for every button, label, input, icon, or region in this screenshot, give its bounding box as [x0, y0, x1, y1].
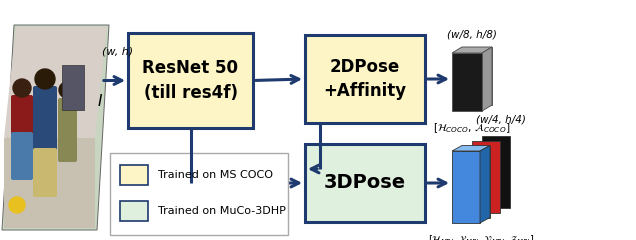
FancyBboxPatch shape	[120, 201, 148, 221]
Polygon shape	[482, 136, 510, 208]
Text: ResNet 50
(till res4f): ResNet 50 (till res4f)	[142, 59, 238, 102]
FancyBboxPatch shape	[33, 148, 57, 197]
FancyBboxPatch shape	[110, 153, 288, 235]
FancyBboxPatch shape	[58, 98, 77, 162]
Circle shape	[59, 82, 75, 98]
Text: (w/4, h/4): (w/4, h/4)	[476, 114, 526, 125]
Text: (w, h): (w, h)	[102, 47, 133, 57]
Polygon shape	[452, 47, 492, 53]
FancyBboxPatch shape	[33, 86, 57, 152]
FancyBboxPatch shape	[305, 144, 425, 222]
Circle shape	[9, 197, 25, 213]
Circle shape	[35, 69, 55, 89]
Polygon shape	[462, 146, 490, 218]
Text: 2DPose
+Affinity: 2DPose +Affinity	[324, 58, 406, 101]
Text: [$\mathcal{H}_{COCO}$, $\mathcal{A}_{COCO}$]: [$\mathcal{H}_{COCO}$, $\mathcal{A}_{COC…	[433, 121, 511, 135]
Polygon shape	[480, 145, 490, 223]
Text: 3DPose: 3DPose	[324, 174, 406, 192]
FancyBboxPatch shape	[128, 33, 253, 128]
Text: (w/8, h/8): (w/8, h/8)	[447, 29, 497, 39]
Polygon shape	[4, 138, 95, 228]
Polygon shape	[482, 47, 492, 111]
Circle shape	[13, 79, 31, 97]
Polygon shape	[462, 47, 492, 105]
FancyBboxPatch shape	[452, 53, 482, 111]
Text: [$\mathcal{H}_{MPI}$, $\mathcal{X}_{MPI}$, $\mathcal{Y}_{MPI}$, $\mathcal{Z}_{MP: [$\mathcal{H}_{MPI}$, $\mathcal{X}_{MPI}…	[428, 233, 534, 240]
FancyBboxPatch shape	[305, 35, 425, 123]
FancyBboxPatch shape	[11, 132, 33, 180]
FancyBboxPatch shape	[120, 165, 148, 185]
Polygon shape	[452, 151, 480, 223]
FancyBboxPatch shape	[11, 95, 33, 137]
FancyBboxPatch shape	[62, 65, 84, 110]
Text: Trained on MS COCO: Trained on MS COCO	[158, 170, 273, 180]
Text: Trained on MuCo-3DHP: Trained on MuCo-3DHP	[158, 206, 286, 216]
Polygon shape	[472, 141, 500, 213]
Text: I: I	[98, 95, 102, 109]
Polygon shape	[452, 145, 490, 151]
Polygon shape	[2, 25, 109, 230]
Polygon shape	[4, 27, 107, 138]
